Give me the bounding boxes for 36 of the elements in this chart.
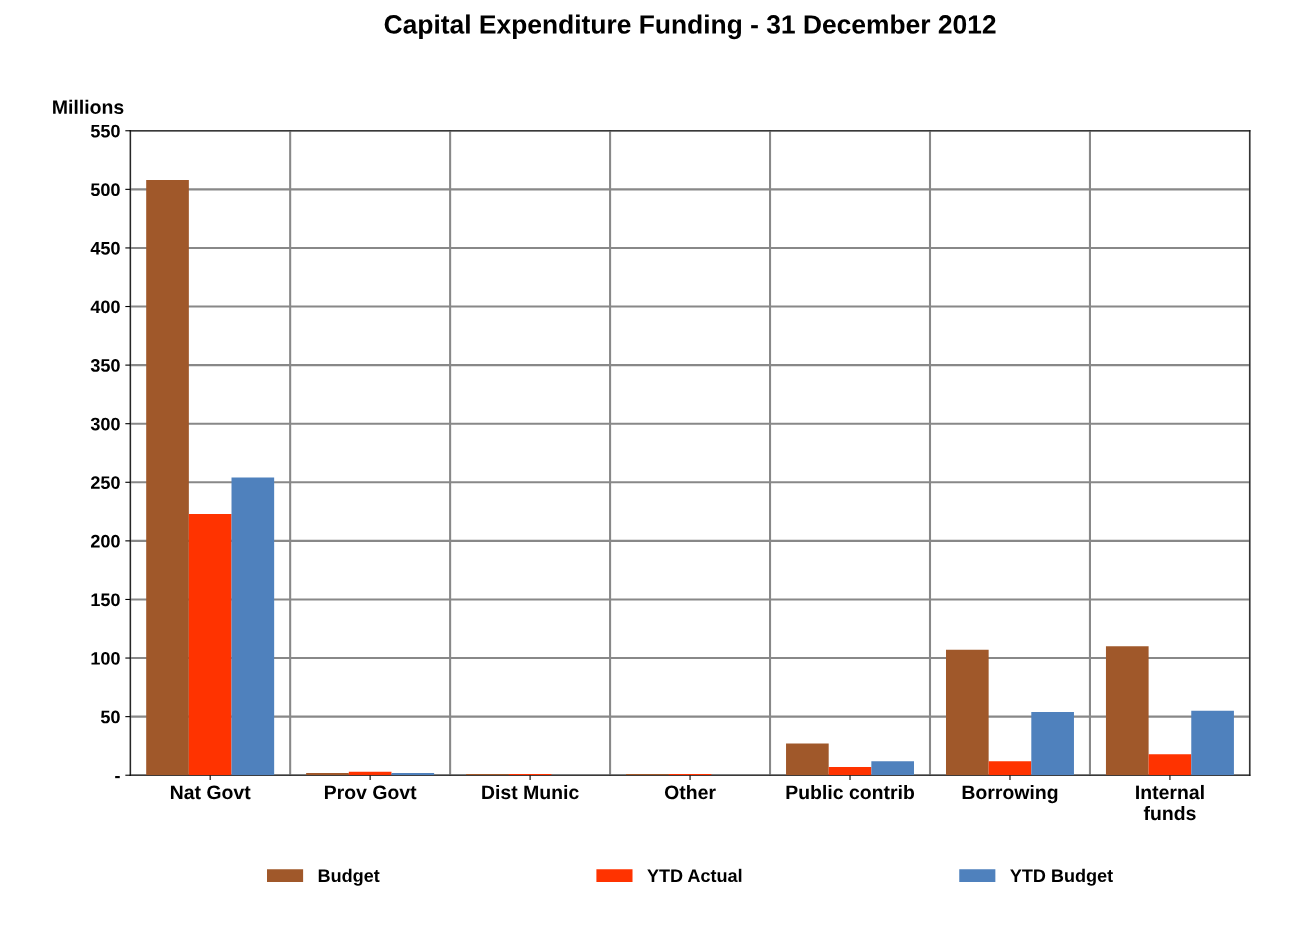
x-tick-label: Public contrib [786,784,915,800]
y-tick-label: 50 [100,710,120,724]
chart-title: Capital Expenditure Funding - 31 December 2012 [384,14,996,40]
bar [1148,754,1192,776]
bar [1031,711,1074,776]
y-tick-label: - [115,776,120,779]
y-tick-label: 100 [91,651,120,665]
legend-label: YTD Budget [1010,868,1113,886]
bar [828,767,872,776]
y-tick-label: 450 [90,241,120,255]
bar [188,513,232,776]
bar [1191,710,1234,776]
x-tick-label: Nat Govt [170,785,251,800]
x-tick-label: Dist Munic [482,784,579,800]
y-tick-label: 300 [90,417,120,431]
y-tick-label: 200 [90,534,120,548]
y-tick-label: 150 [91,593,120,607]
x-tick-label: Prov Govt [324,785,417,800]
bar [988,761,1032,776]
bar [231,477,275,776]
y-tick-label: 550 [90,124,120,138]
y-tick-label: 500 [90,183,120,197]
y-tick-label: 400 [90,300,120,314]
y-tick-label: 350 [90,359,120,372]
legend-label: YTD Actual [647,868,742,883]
bar [146,179,189,776]
x-tick-label: Other [664,784,716,800]
bar [786,743,829,776]
x-tick-label: Internal funds [1136,784,1204,821]
x-tick-label: Borrowing [962,784,1058,804]
bar [871,761,914,776]
y-axis-title: Millions [53,99,124,115]
y-tick-label: 250 [90,476,120,489]
bar [1105,646,1149,776]
legend-label: Budget [318,868,380,886]
bar [946,649,989,776]
